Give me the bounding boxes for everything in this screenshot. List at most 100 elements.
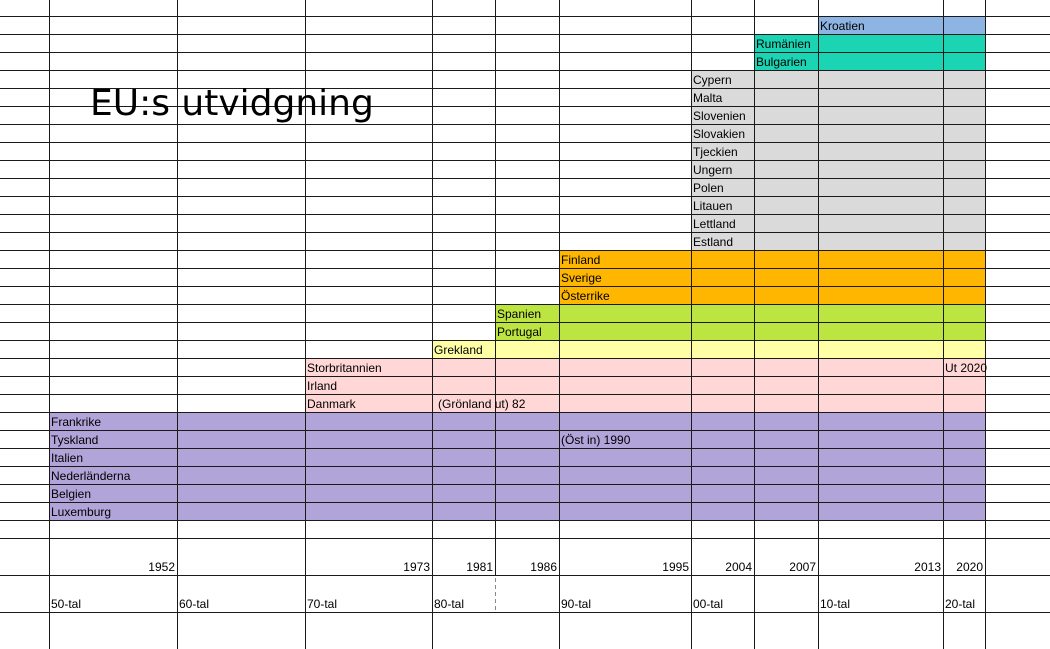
country-label: Nederländerna: [51, 469, 131, 483]
grid-line-horizontal: [0, 448, 1050, 449]
grid-line-horizontal: [0, 502, 1050, 503]
country-label: Slovakien: [693, 127, 746, 141]
grid-line-horizontal: [0, 520, 1050, 521]
greenland-note: (Grönland ut) 82: [438, 397, 526, 411]
country-label: Italien: [51, 451, 84, 465]
year-label: 1986: [530, 560, 557, 574]
year-label: 2004: [725, 560, 752, 574]
grid-line-vertical: [49, 0, 50, 649]
country-label: Irland: [307, 379, 338, 393]
grid-line-horizontal: [0, 466, 1050, 467]
membership-band: [691, 107, 985, 125]
membership-band: [559, 269, 985, 287]
grid-line-horizontal: [0, 575, 1050, 576]
membership-band: [691, 125, 985, 143]
grid-line-horizontal: [0, 612, 1050, 613]
membership-band: [691, 233, 985, 251]
membership-band: [691, 179, 985, 197]
membership-band: [691, 143, 985, 161]
membership-band: [495, 323, 985, 341]
membership-band: [305, 377, 985, 395]
country-label: Bulgarien: [756, 55, 807, 69]
country-label: Österrike: [561, 289, 610, 303]
grid-line-horizontal: [0, 538, 1050, 539]
country-label: Finland: [561, 253, 601, 267]
membership-band: [559, 287, 985, 305]
grid-line-horizontal: [0, 196, 1050, 197]
grid-line-horizontal: [0, 106, 1050, 107]
membership-band: [432, 341, 985, 359]
membership-band: [305, 359, 985, 377]
membership-band: [305, 395, 985, 413]
grid-line-dashed: [495, 578, 496, 612]
grid-line-vertical: [691, 0, 692, 649]
grid-line-horizontal: [0, 430, 1050, 431]
decade-label: 00-tal: [693, 597, 724, 611]
membership-band: [49, 431, 985, 449]
country-label: Malta: [693, 91, 723, 105]
year-label: 2013: [914, 560, 941, 574]
grid-line-horizontal: [0, 394, 1050, 395]
grid-line-horizontal: [0, 322, 1050, 323]
membership-band: [49, 413, 985, 431]
membership-band: [49, 485, 985, 503]
membership-band: [691, 71, 985, 89]
grid-line-horizontal: [0, 34, 1050, 35]
grid-line-horizontal: [0, 340, 1050, 341]
grid-line-horizontal: [0, 52, 1050, 53]
grid-line-horizontal: [0, 268, 1050, 269]
membership-band: [49, 503, 985, 521]
country-label: Litauen: [693, 199, 733, 213]
grid-line-horizontal: [0, 376, 1050, 377]
country-label: Tyskland: [51, 433, 99, 447]
east-germany-note: (Öst in) 1990: [561, 433, 631, 447]
grid-line-horizontal: [0, 232, 1050, 233]
decade-label: 60-tal: [179, 597, 210, 611]
decade-label: 80-tal: [434, 597, 465, 611]
country-label: Grekland: [434, 343, 483, 357]
country-label: Frankrike: [51, 415, 102, 429]
grid-line-horizontal: [0, 484, 1050, 485]
grid-line-vertical: [432, 0, 433, 649]
country-label: Belgien: [51, 487, 92, 501]
grid-line-horizontal: [0, 304, 1050, 305]
membership-band: [691, 215, 985, 233]
country-label: Tjeckien: [693, 145, 738, 159]
membership-band: [559, 251, 985, 269]
decade-label: 10-tal: [820, 597, 851, 611]
membership-band: [691, 197, 985, 215]
decade-label: 70-tal: [307, 597, 338, 611]
year-label: 1981: [466, 560, 493, 574]
country-label: Estland: [693, 235, 734, 249]
country-label: Rumänien: [756, 37, 811, 51]
grid-line-horizontal: [0, 214, 1050, 215]
uk-exit-note: Ut 2020: [945, 361, 988, 375]
grid-line-horizontal: [0, 358, 1050, 359]
grid-line-vertical: [985, 0, 986, 649]
country-label: Lettland: [693, 217, 736, 231]
membership-band: [754, 35, 985, 53]
year-label: 2007: [789, 560, 816, 574]
grid-line-horizontal: [0, 250, 1050, 251]
country-label: Storbritannien: [307, 361, 382, 375]
membership-band: [49, 467, 985, 485]
membership-band: [691, 161, 985, 179]
country-label: Ungern: [693, 163, 733, 177]
country-label: Polen: [693, 181, 724, 195]
grid-line-vertical: [559, 0, 560, 649]
grid-line-horizontal: [0, 142, 1050, 143]
decade-label: 90-tal: [561, 597, 592, 611]
membership-band: [495, 305, 985, 323]
grid-line-vertical: [943, 0, 944, 649]
year-label: 1952: [148, 560, 175, 574]
country-label: Slovenien: [693, 109, 746, 123]
membership-band: [754, 53, 985, 71]
year-label: 2020: [956, 560, 983, 574]
membership-band: [49, 449, 985, 467]
country-label: Spanien: [497, 307, 542, 321]
country-label: Sverige: [561, 271, 602, 285]
year-label: 1995: [662, 560, 689, 574]
grid-line-vertical: [818, 0, 819, 649]
grid-line-horizontal: [0, 124, 1050, 125]
